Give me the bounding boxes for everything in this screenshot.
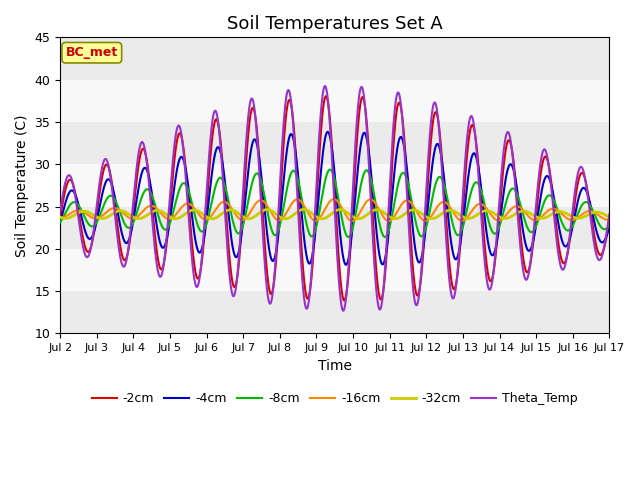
Theta_Temp bbox=[56, 208, 64, 214]
-4cm bbox=[323, 129, 331, 135]
-2cm bbox=[84, 249, 92, 255]
-8cm bbox=[590, 210, 598, 216]
-8cm bbox=[56, 219, 64, 225]
-32cm bbox=[309, 212, 317, 217]
Bar bbox=[60, 291, 609, 334]
Theta_Temp bbox=[590, 240, 598, 246]
-16cm bbox=[590, 209, 598, 215]
-16cm bbox=[323, 203, 331, 208]
Bar bbox=[60, 37, 609, 80]
Line: -4cm: -4cm bbox=[60, 132, 609, 265]
-4cm bbox=[56, 219, 64, 225]
Theta_Temp bbox=[309, 252, 317, 258]
Theta_Temp bbox=[324, 94, 332, 99]
-2cm bbox=[605, 217, 613, 223]
-4cm bbox=[342, 262, 350, 268]
-16cm bbox=[330, 196, 338, 202]
-32cm bbox=[84, 209, 92, 215]
-32cm bbox=[324, 214, 332, 219]
Bar bbox=[60, 206, 609, 249]
Legend: -2cm, -4cm, -8cm, -16cm, -32cm, Theta_Temp: -2cm, -4cm, -8cm, -16cm, -32cm, Theta_Te… bbox=[86, 387, 583, 410]
Theta_Temp bbox=[84, 253, 92, 259]
X-axis label: Time: Time bbox=[318, 359, 352, 372]
Theta_Temp bbox=[605, 211, 613, 217]
Theta_Temp bbox=[339, 308, 347, 313]
-32cm bbox=[56, 214, 64, 220]
Text: BC_met: BC_met bbox=[66, 46, 118, 59]
-2cm bbox=[324, 97, 332, 103]
-2cm bbox=[56, 214, 64, 219]
Line: -32cm: -32cm bbox=[60, 209, 609, 219]
-16cm bbox=[590, 209, 598, 215]
Bar bbox=[60, 164, 609, 206]
-32cm bbox=[300, 206, 307, 212]
-16cm bbox=[385, 218, 392, 224]
Bar bbox=[60, 80, 609, 122]
Theta_Temp bbox=[590, 239, 598, 244]
-2cm bbox=[590, 231, 598, 237]
-4cm bbox=[605, 224, 613, 229]
Line: -8cm: -8cm bbox=[60, 169, 609, 237]
-2cm bbox=[322, 93, 330, 99]
Bar bbox=[60, 249, 609, 291]
-4cm bbox=[590, 218, 598, 224]
-4cm bbox=[324, 129, 332, 135]
-16cm bbox=[605, 217, 613, 223]
Y-axis label: Soil Temperature (C): Soil Temperature (C) bbox=[15, 114, 29, 257]
-2cm bbox=[490, 271, 497, 277]
-8cm bbox=[309, 233, 317, 239]
-2cm bbox=[340, 298, 348, 303]
-8cm bbox=[490, 230, 497, 236]
Line: -16cm: -16cm bbox=[60, 199, 609, 221]
-2cm bbox=[590, 230, 598, 236]
-16cm bbox=[490, 215, 497, 220]
-16cm bbox=[309, 216, 317, 222]
-8cm bbox=[605, 223, 613, 228]
-8cm bbox=[590, 210, 598, 216]
-8cm bbox=[326, 167, 334, 172]
-8cm bbox=[323, 170, 331, 176]
Title: Soil Temperatures Set A: Soil Temperatures Set A bbox=[227, 15, 443, 33]
-4cm bbox=[84, 235, 92, 241]
-16cm bbox=[56, 216, 64, 221]
-8cm bbox=[84, 221, 92, 227]
-32cm bbox=[590, 209, 598, 215]
-8cm bbox=[344, 234, 352, 240]
-32cm bbox=[590, 209, 598, 215]
-2cm bbox=[309, 261, 317, 266]
-32cm bbox=[490, 210, 497, 216]
-4cm bbox=[490, 252, 497, 258]
-32cm bbox=[282, 216, 289, 222]
-32cm bbox=[605, 214, 613, 220]
Theta_Temp bbox=[321, 83, 329, 89]
Theta_Temp bbox=[490, 272, 497, 277]
Bar bbox=[60, 122, 609, 164]
Line: -2cm: -2cm bbox=[60, 96, 609, 300]
-4cm bbox=[309, 251, 317, 256]
-16cm bbox=[84, 212, 92, 218]
-4cm bbox=[590, 217, 598, 223]
Line: Theta_Temp: Theta_Temp bbox=[60, 86, 609, 311]
